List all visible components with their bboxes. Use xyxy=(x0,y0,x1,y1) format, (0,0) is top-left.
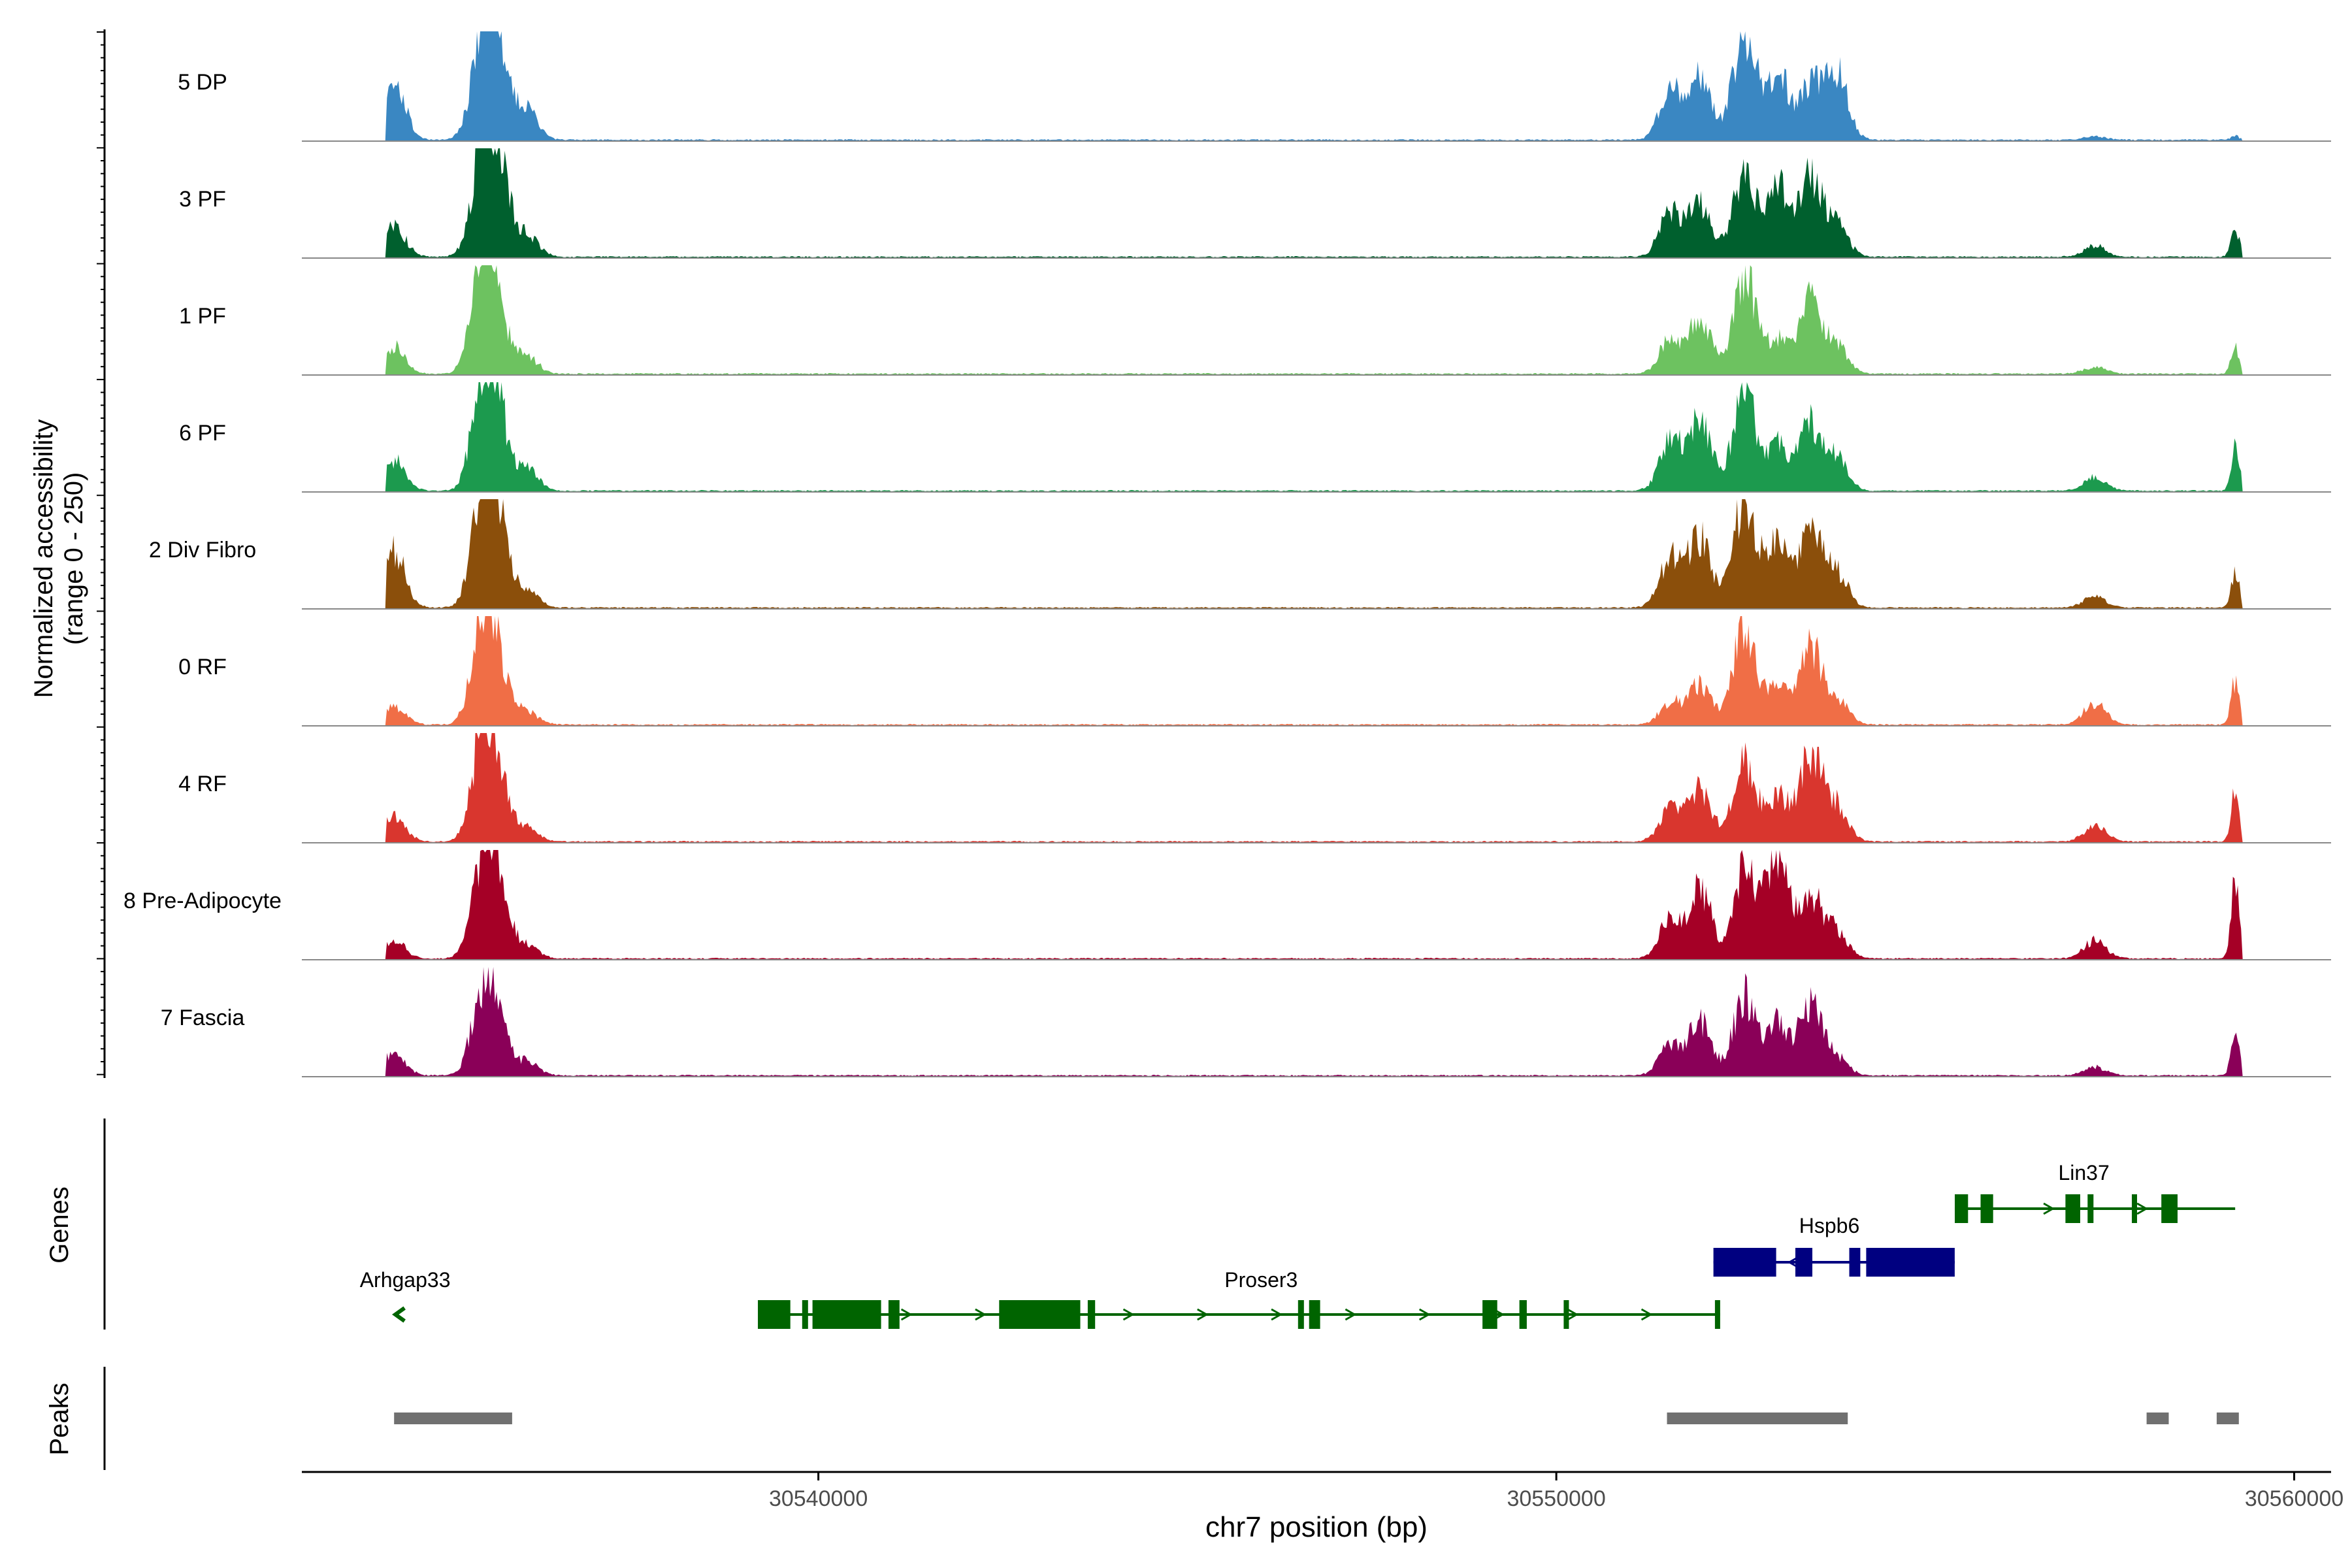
coverage-area-9 xyxy=(302,967,2331,1077)
gene-exon xyxy=(2087,1194,2094,1223)
track-7: 4 RF xyxy=(178,733,2331,843)
strand-chevron xyxy=(1418,1308,1431,1321)
y-axis-range-label: (range 0 - 250) xyxy=(59,472,88,645)
strand-chevron xyxy=(1345,1308,1357,1321)
track-label-6: 0 RF xyxy=(178,655,227,679)
gene-proser3: Proser3 xyxy=(758,1268,1720,1329)
gene-exon xyxy=(1955,1194,1968,1223)
gene-label-lin37: Lin37 xyxy=(2058,1161,2109,1184)
peak-region xyxy=(2146,1413,2169,1424)
gene-lin37: Lin37 xyxy=(1954,1161,2236,1223)
gene-exon xyxy=(999,1300,1081,1329)
track-label-7: 4 RF xyxy=(178,772,227,796)
track-2: 3 PF xyxy=(179,148,2331,259)
x-tick-label: 30560000 xyxy=(2245,1486,2344,1511)
strand-chevron xyxy=(900,1308,913,1321)
peak-region xyxy=(394,1413,512,1424)
track-label-3: 1 PF xyxy=(179,304,226,329)
strand-chevron xyxy=(2043,1202,2055,1215)
gene-exon xyxy=(2161,1194,2178,1223)
x-axis-ticks: 30540000 30550000 30560000 xyxy=(769,1472,2344,1511)
track-9: 7 Fascia xyxy=(161,967,2331,1077)
gene-label-hspb6: Hspb6 xyxy=(1799,1214,1860,1237)
track-label-8: 8 Pre-Adipocyte xyxy=(123,889,282,913)
genes-panel-label: Genes xyxy=(45,1186,74,1264)
gene-exon xyxy=(1866,1248,1955,1277)
coverage-area-8 xyxy=(302,850,2331,960)
coverage-area-4 xyxy=(302,382,2331,492)
track-label-4: 6 PF xyxy=(179,421,226,446)
coverage-area-7 xyxy=(302,733,2331,843)
track-label-2: 3 PF xyxy=(179,187,226,212)
gene-exon xyxy=(802,1300,808,1329)
strand-chevron xyxy=(1122,1308,1135,1321)
x-tick-label: 30550000 xyxy=(1507,1486,1605,1511)
track-1: 5 DP xyxy=(178,31,2331,142)
coverage-area-1 xyxy=(302,31,2331,141)
track-label-1: 5 DP xyxy=(178,70,227,95)
gene-hspb6: Hspb6 xyxy=(1713,1214,1955,1277)
strand-chevron xyxy=(2136,1202,2149,1215)
strand-chevron xyxy=(1567,1308,1579,1321)
y-axis-label: Normalized accessibility xyxy=(29,419,58,698)
gene-exon xyxy=(2065,1194,2080,1223)
strand-chevron xyxy=(975,1308,987,1321)
strand-chevron xyxy=(392,1306,406,1323)
track-label-5: 2 Div Fibro xyxy=(149,538,256,563)
strand-chevron xyxy=(1271,1308,1283,1321)
track-3: 1 PF xyxy=(179,265,2331,376)
gene-exon xyxy=(1519,1300,1527,1329)
track-4: 6 PF xyxy=(179,382,2331,493)
strand-chevron xyxy=(1641,1308,1653,1321)
gene-label-arhgap33: Arhgap33 xyxy=(360,1268,451,1292)
x-axis-label: chr7 position (bp) xyxy=(1205,1511,1428,1543)
gene-exon xyxy=(1849,1248,1861,1277)
coverage-area-3 xyxy=(302,265,2331,375)
gene-exon xyxy=(1298,1300,1304,1329)
track-5: 2 Div Fibro xyxy=(149,499,2331,610)
track-label-9: 7 Fascia xyxy=(161,1005,245,1030)
coverage-area-5 xyxy=(302,499,2331,609)
gene-annotation-track: Arhgap33 Proser3 Hspb6 Lin37 xyxy=(360,1161,2236,1329)
gene-exon xyxy=(1087,1300,1096,1329)
y-axis-title: Normalized accessibility (range 0 - 250) xyxy=(29,419,88,698)
y-axis-ticks xyxy=(97,31,105,1075)
peaks-track xyxy=(394,1413,2239,1424)
coverage-area-6 xyxy=(302,616,2331,726)
gene-exon xyxy=(758,1300,791,1329)
gene-exon xyxy=(1714,1300,1720,1329)
peaks-panel-label: Peaks xyxy=(45,1382,74,1455)
gene-exon xyxy=(2132,1194,2137,1223)
gene-exon xyxy=(1309,1300,1320,1329)
gene-exon xyxy=(1563,1300,1569,1329)
peak-region xyxy=(2216,1413,2239,1424)
gene-exon xyxy=(1713,1248,1776,1277)
gene-exon xyxy=(888,1300,900,1329)
coverage-tracks: 5 DP 3 PF 1 PF 6 PF 2 Div Fibro 0 RF 4 RF 8 Pre… xyxy=(123,31,2331,1077)
gene-arhgap33: Arhgap33 xyxy=(360,1268,451,1323)
gene-exon xyxy=(812,1300,881,1329)
track-6: 0 RF xyxy=(178,616,2331,727)
coverage-area-2 xyxy=(302,148,2331,258)
track-8: 8 Pre-Adipocyte xyxy=(123,850,2331,960)
gene-exon xyxy=(1482,1300,1497,1329)
gene-label-proser3: Proser3 xyxy=(1224,1268,1298,1292)
strand-chevron xyxy=(1197,1308,1209,1321)
gene-exon xyxy=(1980,1194,1993,1223)
x-tick-label: 30540000 xyxy=(769,1486,868,1511)
peak-region xyxy=(1667,1413,1848,1424)
gene-exon xyxy=(1795,1248,1812,1277)
